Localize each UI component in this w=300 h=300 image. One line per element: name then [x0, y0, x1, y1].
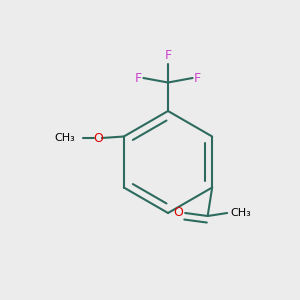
Text: F: F — [164, 49, 172, 62]
Text: CH₃: CH₃ — [230, 208, 251, 218]
Text: F: F — [194, 71, 201, 85]
Text: O: O — [93, 131, 103, 145]
Text: CH₃: CH₃ — [55, 133, 75, 143]
Text: F: F — [135, 71, 142, 85]
Text: O: O — [173, 206, 183, 220]
